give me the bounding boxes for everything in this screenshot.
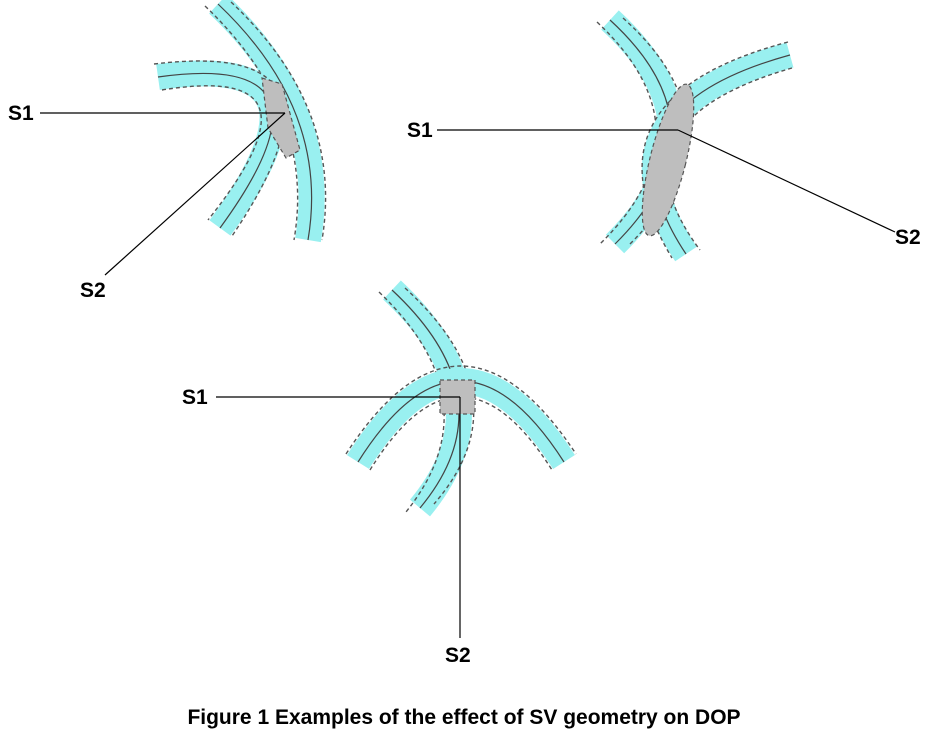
panel-top-left: S1 S2 [8, 0, 327, 302]
s1-label: S1 [8, 102, 34, 125]
panel-bottom: S1 S2 [182, 280, 577, 667]
range-band [156, 60, 286, 236]
position-uncertainty-region [641, 83, 695, 237]
panel-top-right: S1 S2 [407, 10, 921, 262]
s2-label: S2 [80, 279, 106, 302]
satellite-range-arc-a [204, 0, 327, 243]
position-uncertainty-region [261, 77, 301, 159]
s1-label: S1 [407, 119, 433, 142]
band-edge-dashed [204, 5, 299, 241]
s2-leader-line [104, 112, 286, 276]
s2-leader-line [677, 129, 896, 233]
band-edge-dashed [345, 365, 577, 455]
s2-label: S2 [895, 226, 921, 249]
s1-label: S1 [182, 386, 208, 409]
s2-label: S2 [445, 644, 471, 667]
range-center-line [217, 3, 313, 241]
dop-geometry-diagram: S1 S2 S1 S2 [8, 0, 921, 667]
band-edge-dashed [230, 1, 327, 241]
band-edge-dashed [161, 85, 262, 221]
figure-caption: Figure 1 Examples of the effect of SV ge… [187, 706, 741, 729]
